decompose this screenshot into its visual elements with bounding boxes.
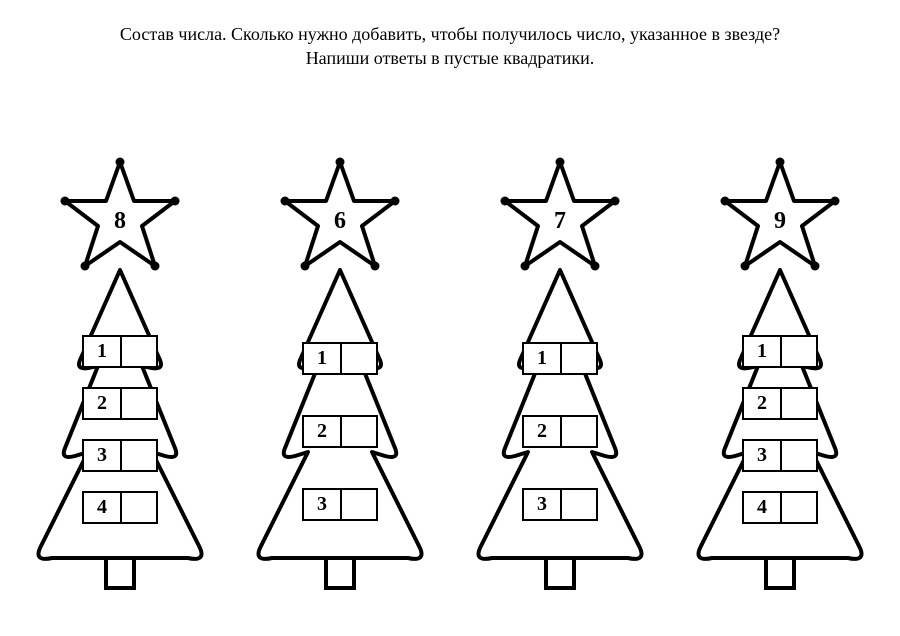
star-number: 7 [460, 208, 660, 235]
number-row: 3 [302, 488, 378, 521]
answer-cell[interactable] [120, 335, 158, 368]
given-number-cell: 3 [522, 488, 560, 521]
number-rows: 1 2 3 [240, 342, 440, 521]
trees-container: 8 1 2 3 4 6 1 2 3 7 1 2 3 [0, 150, 900, 610]
answer-cell[interactable] [780, 439, 818, 472]
number-rows: 1 2 3 [460, 342, 660, 521]
number-row: 2 [522, 415, 598, 448]
number-row: 4 [82, 491, 158, 524]
given-number-cell: 2 [522, 415, 560, 448]
instruction-line-1: Состав числа. Сколько нужно добавить, чт… [120, 24, 780, 44]
tree-unit: 6 1 2 3 [240, 150, 440, 610]
given-number-cell: 1 [742, 335, 780, 368]
given-number-cell: 1 [522, 342, 560, 375]
number-row: 2 [742, 387, 818, 420]
star-number: 6 [240, 208, 440, 235]
given-number-cell: 4 [82, 491, 120, 524]
number-row: 2 [302, 415, 378, 448]
answer-cell[interactable] [780, 387, 818, 420]
given-number-cell: 3 [82, 439, 120, 472]
instruction-line-2: Напиши ответы в пустые квадратики. [306, 48, 595, 68]
answer-cell[interactable] [340, 488, 378, 521]
answer-cell[interactable] [560, 342, 598, 375]
number-row: 3 [82, 439, 158, 472]
answer-cell[interactable] [120, 387, 158, 420]
number-row: 2 [82, 387, 158, 420]
answer-cell[interactable] [120, 491, 158, 524]
number-row: 4 [742, 491, 818, 524]
number-row: 3 [742, 439, 818, 472]
given-number-cell: 3 [742, 439, 780, 472]
worksheet-instructions: Состав числа. Сколько нужно добавить, чт… [0, 0, 900, 71]
tree-unit: 8 1 2 3 4 [20, 150, 220, 610]
star-number: 8 [20, 208, 220, 235]
answer-cell[interactable] [780, 335, 818, 368]
answer-cell[interactable] [340, 342, 378, 375]
answer-cell[interactable] [560, 415, 598, 448]
number-row: 3 [522, 488, 598, 521]
given-number-cell: 2 [742, 387, 780, 420]
answer-cell[interactable] [560, 488, 598, 521]
number-rows: 1 2 3 4 [20, 335, 220, 524]
number-rows: 1 2 3 4 [680, 335, 880, 524]
answer-cell[interactable] [120, 439, 158, 472]
answer-cell[interactable] [780, 491, 818, 524]
number-row: 1 [522, 342, 598, 375]
number-row: 1 [82, 335, 158, 368]
number-row: 1 [302, 342, 378, 375]
tree-unit: 7 1 2 3 [460, 150, 660, 610]
answer-cell[interactable] [340, 415, 378, 448]
given-number-cell: 4 [742, 491, 780, 524]
number-row: 1 [742, 335, 818, 368]
given-number-cell: 1 [82, 335, 120, 368]
given-number-cell: 2 [302, 415, 340, 448]
tree-unit: 9 1 2 3 4 [680, 150, 880, 610]
given-number-cell: 1 [302, 342, 340, 375]
given-number-cell: 2 [82, 387, 120, 420]
given-number-cell: 3 [302, 488, 340, 521]
star-number: 9 [680, 208, 880, 235]
